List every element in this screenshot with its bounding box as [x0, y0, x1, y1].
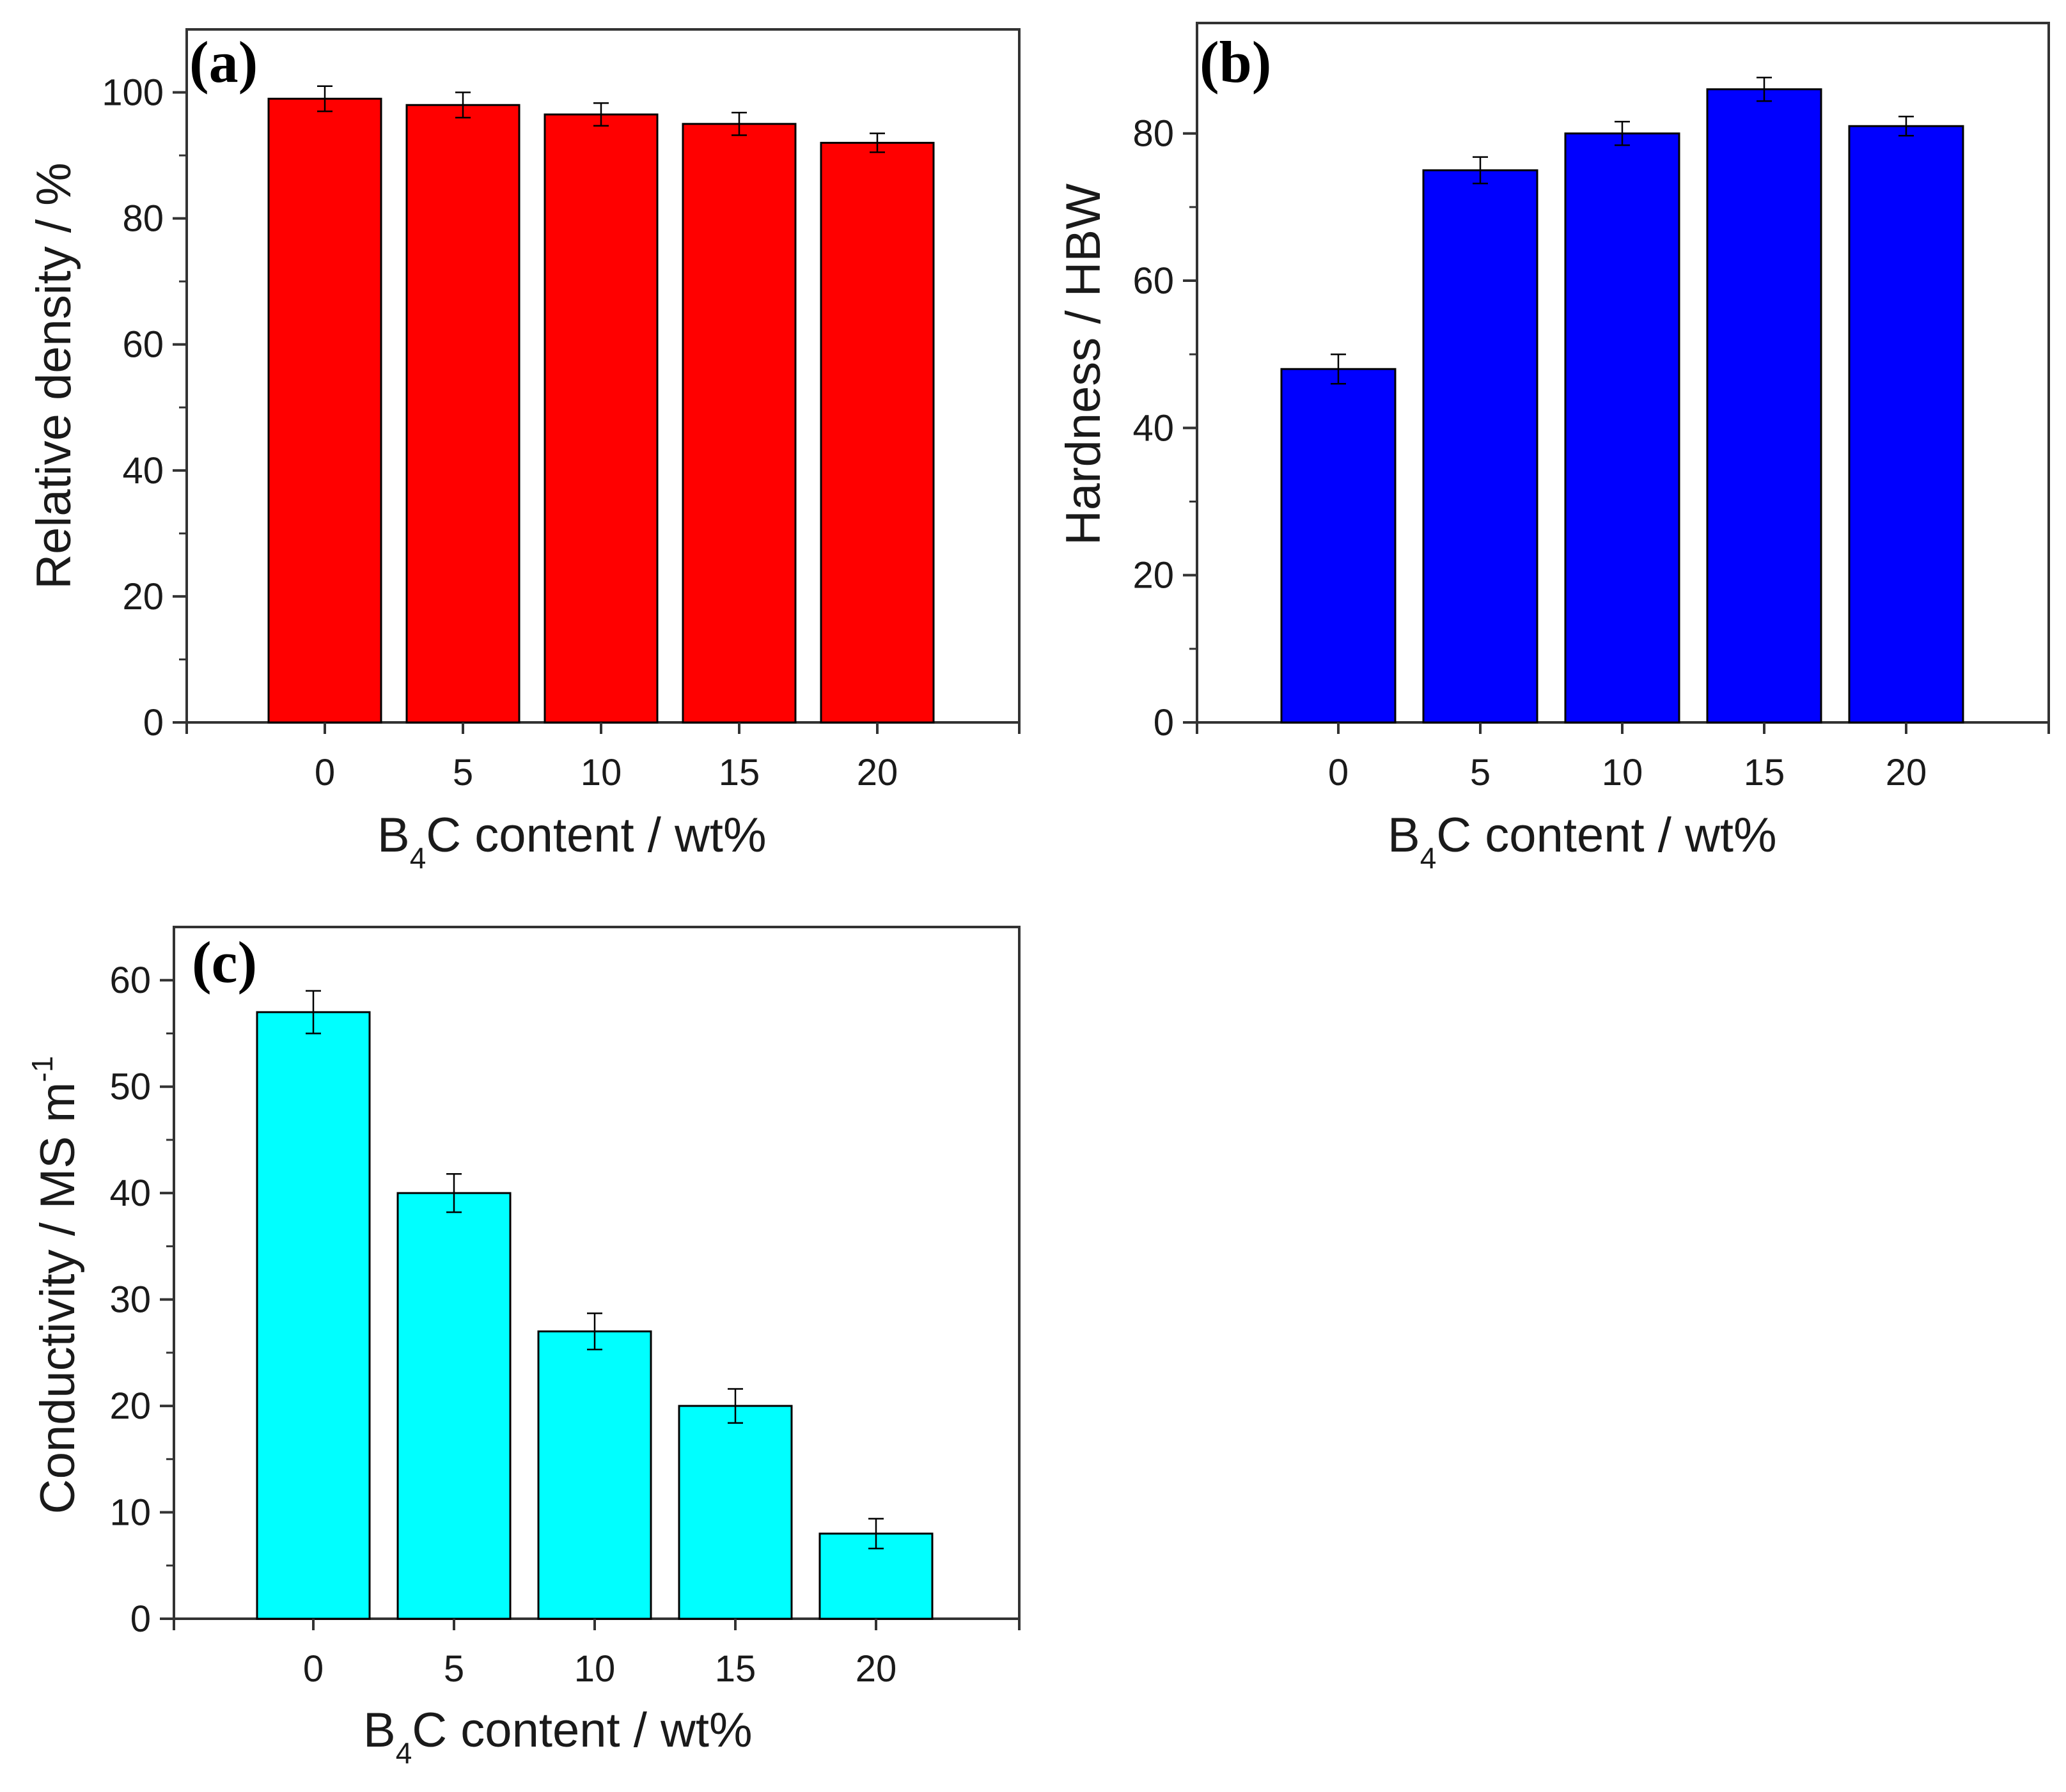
- panel-c-x-tick-label-15: 15: [715, 1648, 756, 1690]
- panel-c-x-tick-label-0: 0: [303, 1648, 324, 1690]
- panel-c-x-axis-title-sub: 4: [396, 1736, 412, 1770]
- panel-c-x-ticks: 0 5 10 15 20: [173, 1619, 1021, 1690]
- panel-b-x-tick-label-20: 20: [1886, 752, 1927, 793]
- panel-a-y-tick-label-100: 100: [102, 72, 164, 114]
- panel-a-x-axis-title-b: B: [377, 808, 410, 862]
- panel-a-y-tick-label-60: 60: [122, 324, 164, 366]
- panel-b-bar-20: [1848, 125, 1964, 724]
- panel-a-y-ticks: 0 20 40 60 80 100: [102, 72, 187, 744]
- panel-b-y-tick-label-0: 0: [1154, 702, 1174, 744]
- panel-b-x-tick-label-5: 5: [1470, 752, 1491, 793]
- panel-b-x-axis-title-sub: 4: [1420, 841, 1437, 875]
- panel-a-y-tick-label-20: 20: [122, 576, 164, 618]
- panel-a-x-tick-label-15: 15: [719, 752, 760, 793]
- panel-c-bars: [256, 990, 934, 1620]
- panel-c-error-bar-20: [868, 1518, 884, 1550]
- panel-c-x-tick-label-20: 20: [856, 1648, 897, 1690]
- panel-c-error-bar-15: [728, 1388, 743, 1424]
- panel-a-error-bar-20: [870, 132, 885, 153]
- panel-b-bar-10: [1564, 132, 1680, 724]
- panel-b-bar-0: [1280, 368, 1397, 724]
- panel-c-y-axis-title-sup: -1: [26, 1056, 59, 1082]
- panel-b-error-bar-20: [1898, 116, 1914, 137]
- panel-c-y-tick-label-30: 30: [109, 1279, 151, 1321]
- panel-a-x-tick-label-0: 0: [315, 752, 335, 793]
- panel-b-x-tick-label-15: 15: [1744, 752, 1785, 793]
- panel-c-y-tick-label-20: 20: [109, 1385, 151, 1427]
- panel-a: 0 20 40 60 80 100 0 5 10 15 20 (a) Relative densi…: [27, 28, 1021, 875]
- panel-a-bar-20: [820, 141, 935, 724]
- panel-c-bar-5: [396, 1192, 512, 1620]
- panel-b-x-axis-title-b: B: [1388, 808, 1420, 862]
- panel-a-bars: [267, 85, 935, 724]
- panel-b-bar-15: [1706, 88, 1822, 724]
- panel-a-y-tick-label-80: 80: [122, 198, 164, 240]
- panel-c-y-axis-title-main: Conductivity / MS m: [31, 1082, 85, 1515]
- panel-a-bar-10: [544, 113, 659, 724]
- panel-a-bar-5: [405, 104, 520, 724]
- panel-b-y-tick-label-40: 40: [1132, 407, 1174, 449]
- panel-b-x-tick-label-10: 10: [1602, 752, 1643, 793]
- panel-b-y-tick-label-80: 80: [1132, 113, 1174, 155]
- panel-a-y-tick-label-40: 40: [122, 450, 164, 492]
- panel-c: 0 10 20 30 40 50 60 0 5 10 15 20 (c) Conductivity …: [26, 926, 1021, 1770]
- panel-a-x-tick-label-20: 20: [857, 752, 898, 793]
- panel-a-bar-15: [682, 123, 797, 724]
- panel-a-error-bar-5: [455, 91, 471, 119]
- panel-b-x-axis-title-rest: C content / wt%: [1436, 808, 1776, 862]
- panel-b-y-tick-label-20: 20: [1132, 555, 1174, 596]
- panel-b-error-bar-10: [1615, 121, 1630, 146]
- panel-c-y-tick-label-50: 50: [109, 1066, 151, 1108]
- panel-a-x-ticks: 0 5 10 15 20: [185, 722, 1021, 793]
- panel-b: 0 20 40 60 80 0 5 10 15 20 (b) Hardness / HBW B4…: [1056, 22, 2050, 875]
- panel-c-bar-15: [678, 1405, 793, 1620]
- panel-b-x-ticks: 0 5 10 15 20: [1196, 722, 2050, 793]
- panel-c-y-ticks: 0 10 20 30 40 50 60: [109, 960, 174, 1640]
- panel-a-error-bar-15: [732, 111, 747, 136]
- panel-b-y-tick-label-60: 60: [1132, 260, 1174, 302]
- panel-a-bar-0: [267, 97, 382, 724]
- panel-b-error-bar-5: [1473, 156, 1488, 185]
- panel-a-error-bar-10: [593, 102, 609, 127]
- panel-b-x-axis-title: B4C content / wt%: [1388, 808, 1777, 875]
- panel-c-y-tick-label-40: 40: [109, 1173, 151, 1214]
- panel-a-x-axis-title-sub: 4: [410, 841, 427, 875]
- panel-b-error-bar-0: [1331, 353, 1346, 385]
- panel-c-error-bar-0: [306, 990, 321, 1034]
- panel-c-x-tick-label-10: 10: [574, 1648, 616, 1690]
- panel-a-x-tick-label-5: 5: [453, 752, 473, 793]
- panel-a-label: (a): [189, 29, 258, 95]
- panel-c-x-axis-title-rest: C content / wt%: [412, 1703, 752, 1757]
- panel-c-x-tick-label-5: 5: [444, 1648, 464, 1690]
- panel-c-error-bar-5: [446, 1173, 462, 1213]
- panel-c-y-tick-label-0: 0: [130, 1598, 151, 1640]
- panel-c-y-axis-title: Conductivity / MS m-1: [26, 1056, 85, 1515]
- panel-c-x-axis-title: B4C content / wt%: [363, 1703, 753, 1770]
- panel-c-y-tick-label-10: 10: [109, 1492, 151, 1534]
- panel-a-y-tick-label-0: 0: [143, 702, 164, 744]
- panel-c-error-bar-10: [587, 1313, 602, 1351]
- panel-c-bar-10: [537, 1330, 652, 1620]
- panel-c-bar-0: [256, 1011, 371, 1620]
- panel-b-error-bar-15: [1757, 76, 1772, 102]
- panel-a-x-axis-title: B4C content / wt%: [377, 808, 767, 875]
- panel-c-y-tick-label-60: 60: [109, 960, 151, 1001]
- panel-b-bars: [1280, 76, 1964, 724]
- panel-c-label: (c): [192, 930, 257, 995]
- panel-b-bar-5: [1422, 169, 1538, 724]
- panel-c-x-axis-title-b: B: [363, 1703, 396, 1757]
- panel-a-x-axis-title-rest: C content / wt%: [426, 808, 766, 862]
- panel-b-x-tick-label-0: 0: [1328, 752, 1349, 793]
- panel-b-label: (b): [1200, 29, 1271, 95]
- panel-b-y-axis-title: Hardness / HBW: [1056, 183, 1111, 545]
- panel-b-y-ticks: 0 20 40 60 80: [1132, 113, 1197, 744]
- panel-a-y-axis-title: Relative density / %: [27, 162, 81, 589]
- panel-a-x-tick-label-10: 10: [581, 752, 622, 793]
- panel-a-error-bar-0: [317, 85, 333, 113]
